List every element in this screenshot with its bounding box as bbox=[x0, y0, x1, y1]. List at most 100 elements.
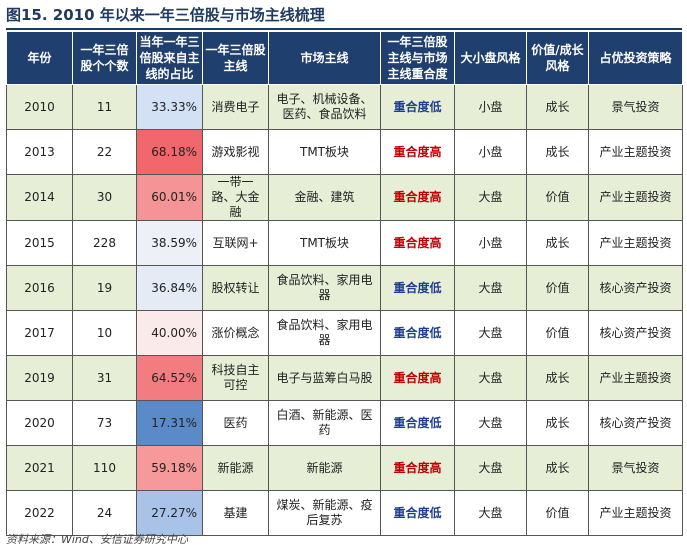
cell-year: 2014 bbox=[6, 174, 73, 221]
header-ratio: 当年一年三倍股来自主线的占比 bbox=[136, 31, 203, 85]
cell-market-theme: 食品饮料、家用电器 bbox=[268, 265, 381, 311]
cell-ratio: 59.18% bbox=[136, 445, 203, 491]
cell-market-theme: 金融、建筑 bbox=[268, 174, 381, 221]
cell-value-growth: 成长 bbox=[526, 84, 589, 130]
cell-stock-theme: 科技自主可控 bbox=[202, 355, 269, 401]
header-count: 一年三倍股个个数 bbox=[72, 31, 137, 85]
cell-year: 2020 bbox=[6, 400, 73, 446]
cell-stock-theme: 游戏影视 bbox=[202, 129, 269, 175]
cell-stock-theme: 股权转让 bbox=[202, 265, 269, 311]
cell-ratio: 64.52% bbox=[136, 355, 203, 401]
cell-ratio: 40.00% bbox=[136, 310, 203, 356]
cell-count: 19 bbox=[72, 265, 137, 311]
cell-market-theme: TMT板块 bbox=[268, 129, 381, 175]
table-row: 2013 22 68.18% 游戏影视 TMT板块 重合度高 小盘 成长 产业主题投资 bbox=[6, 129, 683, 175]
cell-size-style: 大盘 bbox=[454, 490, 527, 536]
cell-market-theme: 食品饮料、家用电器 bbox=[268, 310, 381, 356]
cell-market-theme: 电子、机械设备、医药、食品饮料 bbox=[268, 84, 381, 130]
header-year: 年份 bbox=[6, 31, 73, 85]
cell-overlap: 重合度低 bbox=[380, 400, 455, 446]
cell-strategy: 产业主题投资 bbox=[588, 129, 683, 175]
cell-ratio: 60.01% bbox=[136, 174, 203, 221]
cell-count: 22 bbox=[72, 129, 137, 175]
table-row: 2015 228 38.59% 互联网+ TMT板块 重合度高 小盘 成长 产业主题投资 bbox=[6, 220, 683, 266]
cell-year: 2021 bbox=[6, 445, 73, 491]
table-row: 2014 30 60.01% 一带一路、大金融 金融、建筑 重合度高 大盘 价值 产业主题投资 bbox=[6, 174, 683, 221]
cell-count: 73 bbox=[72, 400, 137, 446]
cell-ratio: 38.59% bbox=[136, 220, 203, 266]
table-row: 2019 31 64.52% 科技自主可控 电子与蓝筹白马股 重合度高 大盘 成长 产业主题投资 bbox=[6, 355, 683, 401]
cell-year: 2022 bbox=[6, 490, 73, 536]
title-divider bbox=[6, 28, 682, 30]
cell-value-growth: 价值 bbox=[526, 490, 589, 536]
figure-title: 图15. 2010 年以来一年三倍股与市场主线梳理 bbox=[6, 6, 325, 24]
cell-strategy: 核心资产投资 bbox=[588, 400, 683, 446]
cell-year: 2017 bbox=[6, 310, 73, 356]
cell-count: 110 bbox=[72, 445, 137, 491]
cell-overlap: 重合度高 bbox=[380, 445, 455, 491]
cell-year: 2010 bbox=[6, 84, 73, 130]
cell-stock-theme: 新能源 bbox=[202, 445, 269, 491]
cell-value-growth: 成长 bbox=[526, 129, 589, 175]
cell-ratio: 33.33% bbox=[136, 84, 203, 130]
cell-ratio: 27.27% bbox=[136, 490, 203, 536]
table-row: 2017 10 40.00% 涨价概念 食品饮料、家用电器 重合度低 大盘 价值 核心资产投资 bbox=[6, 310, 683, 356]
cell-strategy: 景气投资 bbox=[588, 84, 683, 130]
cell-market-theme: 煤炭、新能源、疫后复苏 bbox=[268, 490, 381, 536]
cell-ratio: 36.84% bbox=[136, 265, 203, 311]
cell-strategy: 产业主题投资 bbox=[588, 220, 683, 266]
table-row: 2021 110 59.18% 新能源 新能源 重合度高 大盘 成长 景气投资 bbox=[6, 445, 683, 491]
cell-market-theme: TMT板块 bbox=[268, 220, 381, 266]
cell-year: 2019 bbox=[6, 355, 73, 401]
cell-value-growth: 价值 bbox=[526, 174, 589, 221]
cell-year: 2016 bbox=[6, 265, 73, 311]
cell-stock-theme: 涨价概念 bbox=[202, 310, 269, 356]
cell-stock-theme: 一带一路、大金融 bbox=[202, 174, 269, 221]
cell-year: 2013 bbox=[6, 129, 73, 175]
header-overlap: 一年三倍股主线与市场主线重合度 bbox=[380, 31, 455, 85]
cell-size-style: 大盘 bbox=[454, 400, 527, 446]
cell-stock-theme: 互联网+ bbox=[202, 220, 269, 266]
cell-overlap: 重合度高 bbox=[380, 174, 455, 221]
cell-overlap: 重合度高 bbox=[380, 220, 455, 266]
header-stock-theme: 一年三倍股主线 bbox=[202, 31, 269, 85]
source-note: 资料来源：Wind、安信证券研究中心 bbox=[6, 533, 188, 546]
cell-overlap: 重合度低 bbox=[380, 265, 455, 311]
table-row: 2020 73 17.31% 医药 白酒、新能源、医药 重合度低 大盘 成长 核心资产投资 bbox=[6, 400, 683, 446]
header-value-growth: 价值/成长风格 bbox=[526, 31, 589, 85]
cell-value-growth: 价值 bbox=[526, 265, 589, 311]
cell-count: 31 bbox=[72, 355, 137, 401]
table-row: 2016 19 36.84% 股权转让 食品饮料、家用电器 重合度低 大盘 价值 核心资产投资 bbox=[6, 265, 683, 311]
cell-year: 2015 bbox=[6, 220, 73, 266]
cell-strategy: 核心资产投资 bbox=[588, 310, 683, 356]
cell-stock-theme: 基建 bbox=[202, 490, 269, 536]
cell-size-style: 大盘 bbox=[454, 174, 527, 221]
cell-size-style: 大盘 bbox=[454, 445, 527, 491]
cell-market-theme: 电子与蓝筹白马股 bbox=[268, 355, 381, 401]
cell-overlap: 重合度高 bbox=[380, 129, 455, 175]
cell-ratio: 68.18% bbox=[136, 129, 203, 175]
cell-overlap: 重合度低 bbox=[380, 84, 455, 130]
cell-strategy: 产业主题投资 bbox=[588, 174, 683, 221]
cell-value-growth: 成长 bbox=[526, 445, 589, 491]
cell-strategy: 产业主题投资 bbox=[588, 490, 683, 536]
cell-size-style: 小盘 bbox=[454, 84, 527, 130]
cell-size-style: 大盘 bbox=[454, 265, 527, 311]
cell-size-style: 小盘 bbox=[454, 129, 527, 175]
cell-count: 10 bbox=[72, 310, 137, 356]
cell-count: 228 bbox=[72, 220, 137, 266]
cell-market-theme: 新能源 bbox=[268, 445, 381, 491]
header-strategy: 占优投资策略 bbox=[588, 31, 683, 85]
cell-overlap: 重合度低 bbox=[380, 310, 455, 356]
table-row: 2010 11 33.33% 消费电子 电子、机械设备、医药、食品饮料 重合度低 小盘 成长景… bbox=[6, 84, 683, 130]
cell-value-growth: 成长 bbox=[526, 355, 589, 401]
cell-size-style: 小盘 bbox=[454, 220, 527, 266]
cell-count: 30 bbox=[72, 174, 137, 221]
cell-stock-theme: 医药 bbox=[202, 400, 269, 446]
cell-overlap: 重合度低 bbox=[380, 490, 455, 536]
cell-value-growth: 成长 bbox=[526, 220, 589, 266]
cell-stock-theme: 消费电子 bbox=[202, 84, 269, 130]
cell-count: 24 bbox=[72, 490, 137, 536]
cell-strategy: 产业主题投资 bbox=[588, 355, 683, 401]
cell-strategy: 景气投资 bbox=[588, 445, 683, 491]
